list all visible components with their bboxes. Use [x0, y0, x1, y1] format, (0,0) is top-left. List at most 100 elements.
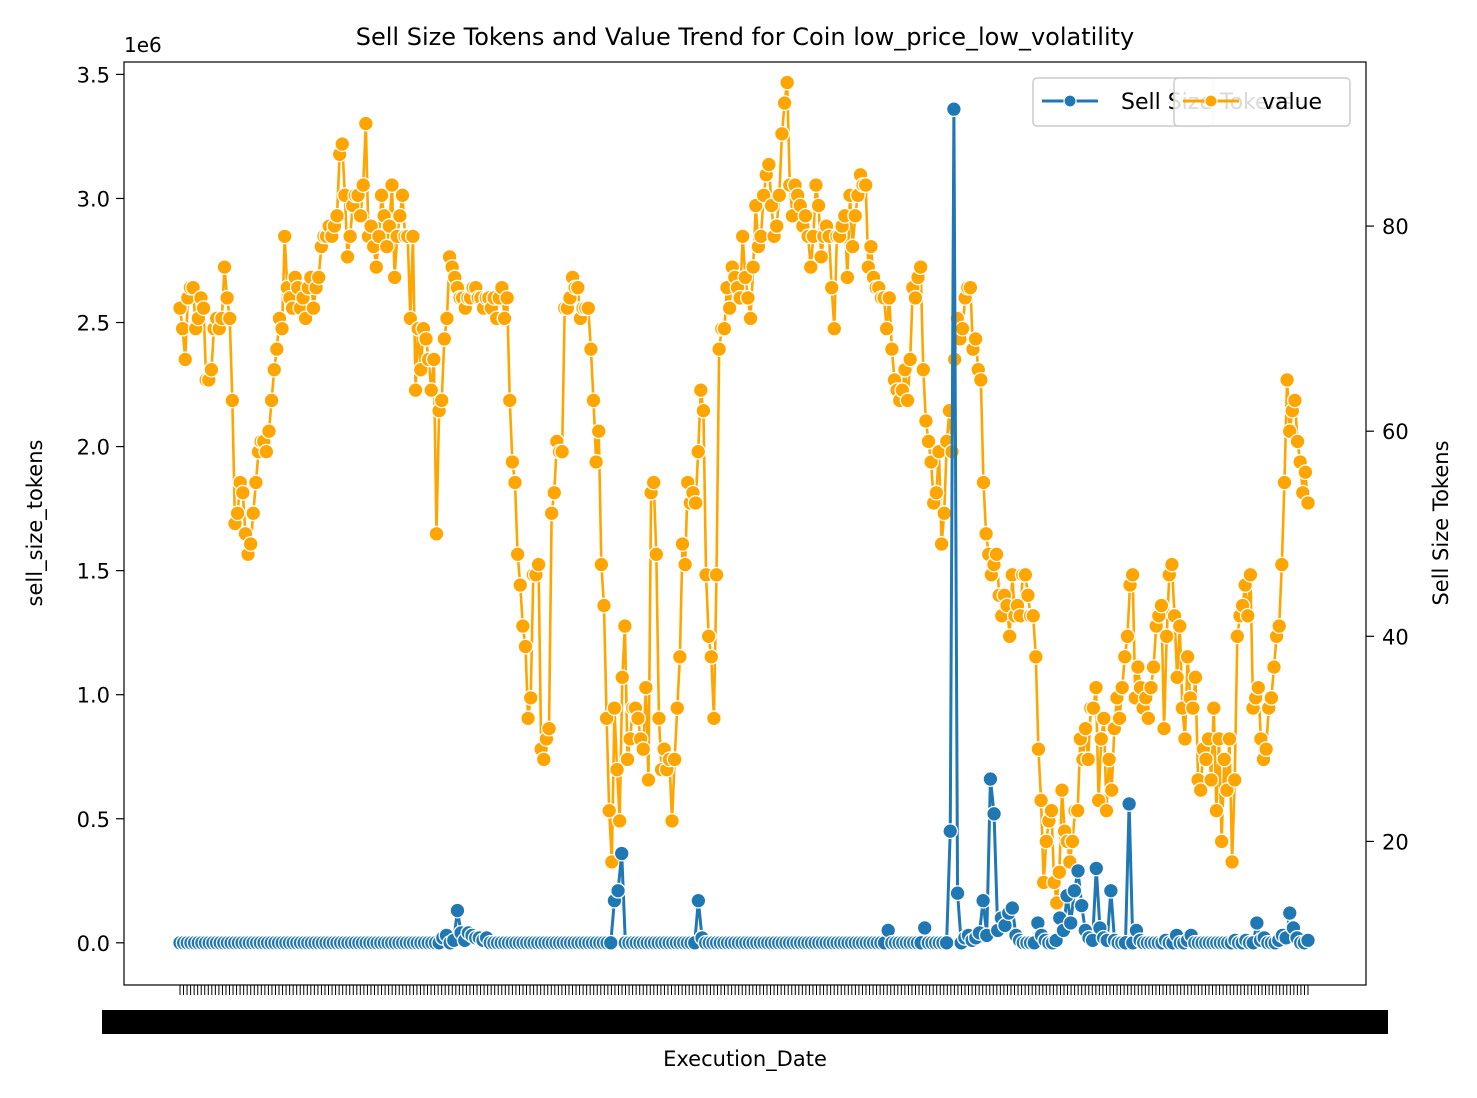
value-point — [263, 392, 280, 409]
value-point — [1114, 679, 1131, 696]
sell-size-tokens-point — [982, 771, 999, 788]
value-point — [1033, 792, 1050, 809]
value-point — [1213, 833, 1230, 850]
value-point — [530, 556, 547, 573]
value-point — [1169, 669, 1186, 686]
value-point — [664, 812, 680, 829]
left-axis-offset-label: 1e6 — [124, 33, 162, 57]
value-point — [742, 310, 759, 327]
value-point — [1216, 751, 1233, 768]
value-point — [1017, 566, 1034, 583]
value-point — [1116, 648, 1133, 665]
sell-size-tokens-point — [1281, 905, 1298, 922]
left-y-tick-label: 3.5 — [77, 63, 110, 87]
value-point — [418, 330, 434, 347]
value-point — [988, 546, 1005, 563]
value-point — [234, 484, 251, 501]
value-point — [1184, 700, 1201, 717]
left-y-tick-label: 0.0 — [77, 932, 110, 956]
value-point — [535, 751, 552, 768]
sell-size-tokens-point — [1121, 795, 1138, 812]
value-point — [1187, 669, 1204, 686]
sell-size-tokens-point — [602, 934, 619, 951]
value-point — [1273, 556, 1290, 573]
value-point — [590, 423, 607, 440]
value-point — [1179, 648, 1196, 665]
value-point — [394, 187, 411, 204]
value-point — [585, 392, 602, 409]
value-point — [609, 761, 626, 778]
value-point — [1203, 771, 1220, 788]
value-point — [339, 248, 356, 265]
value-point — [245, 505, 262, 522]
value-point — [734, 228, 751, 245]
value-point — [1192, 782, 1209, 799]
value-point — [261, 423, 277, 440]
value-point — [582, 341, 599, 358]
value-point — [760, 156, 777, 173]
value-point — [1300, 495, 1316, 511]
value-point — [813, 248, 830, 265]
value-point — [695, 402, 712, 419]
sell-size-tokens-point — [1102, 882, 1119, 899]
value-point — [823, 279, 840, 296]
value-point — [1069, 802, 1086, 819]
legend-value-label: value — [1262, 90, 1322, 115]
value-point — [703, 648, 720, 665]
sell-size-tokens-point — [945, 101, 962, 118]
value-point — [357, 115, 374, 132]
value-point — [671, 648, 688, 665]
value-point — [878, 320, 895, 337]
sell-size-tokens-point — [975, 892, 992, 909]
value-point — [962, 279, 979, 296]
value-point — [779, 74, 796, 91]
value-point — [650, 710, 667, 727]
sell-size-tokens-point — [1300, 932, 1316, 949]
value-point — [507, 474, 523, 491]
value-point — [1171, 618, 1188, 635]
value-point — [1297, 464, 1314, 481]
value-point — [1088, 679, 1104, 696]
value-point — [692, 382, 709, 399]
value-point — [1242, 566, 1259, 583]
value-point — [1101, 751, 1118, 768]
value-point — [433, 392, 450, 409]
value-point — [928, 484, 945, 501]
value-point — [1153, 597, 1170, 614]
value-point — [221, 310, 238, 327]
value-point — [368, 259, 385, 276]
legend-value-marker — [1204, 94, 1218, 108]
value-point — [1197, 751, 1214, 768]
value-point — [1279, 371, 1296, 388]
value-point — [268, 341, 285, 358]
value-point — [619, 751, 636, 768]
value-point — [242, 536, 259, 552]
value-point — [423, 382, 440, 399]
value-point — [630, 710, 646, 727]
value-point — [912, 259, 929, 276]
value-point — [1271, 618, 1288, 635]
value-point — [1043, 802, 1060, 819]
value-point — [1289, 433, 1306, 450]
sell-size-tokens-point — [1088, 860, 1105, 877]
value-point — [1093, 730, 1110, 747]
value-point — [1085, 700, 1102, 717]
value-point — [1226, 771, 1243, 788]
x-axis-label: Execution_Date — [663, 1047, 827, 1072]
value-point — [1229, 628, 1246, 645]
x-tick-marks — [179, 985, 1309, 995]
value-point — [1158, 628, 1175, 645]
value-point — [1038, 833, 1055, 850]
value-point — [1080, 751, 1097, 768]
value-point — [1205, 700, 1222, 717]
value-point — [1054, 782, 1070, 799]
sell-size-tokens-point — [610, 882, 627, 899]
left-y-tick-label: 2.0 — [77, 436, 110, 460]
value-point — [640, 771, 657, 788]
value-point — [512, 577, 529, 593]
value-point — [1258, 741, 1275, 758]
value-point — [862, 238, 879, 255]
left-y-tick-label: 0.5 — [77, 808, 110, 832]
value-point — [195, 300, 212, 317]
value-point — [907, 289, 924, 306]
